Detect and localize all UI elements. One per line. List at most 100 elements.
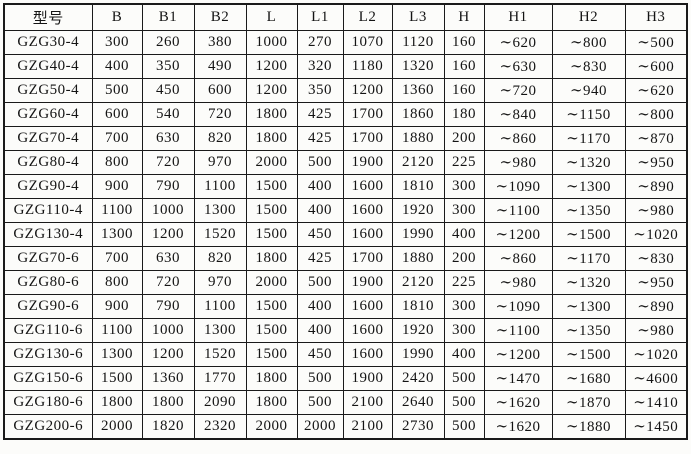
value-cell: 1800 [91, 390, 143, 415]
value-cell: 1800 [141, 390, 195, 415]
value-cell: 2640 [391, 390, 445, 415]
value-cell: 2090 [193, 390, 247, 415]
value-cell: 1100 [91, 318, 143, 343]
table-row: GZG80-4 800 720 970 2000 500 1900 2120 225 ∼980 ∼1… [3, 150, 688, 175]
spec-table: 型号 B B1 B2 L L1 L2 L3 H H1 H2 H3 GZG30-4 300 260 380 10… [3, 3, 688, 440]
value-cell: 160 [443, 78, 485, 103]
value-cell: 270 [296, 30, 344, 55]
model-cell: GZG180-6 [3, 390, 93, 415]
value-cell: 490 [193, 54, 247, 79]
model-cell: GZG110-6 [3, 318, 93, 343]
value-cell: 320 [296, 54, 344, 79]
model-cell: GZG60-4 [3, 102, 93, 127]
value-cell: 2730 [391, 414, 445, 440]
value-cell: 1000 [141, 318, 195, 343]
value-cell: ∼800 [624, 102, 688, 127]
value-cell: 1800 [245, 126, 298, 151]
value-cell: ∼1090 [483, 294, 553, 319]
model-cell: GZG130-6 [3, 342, 93, 367]
value-cell: 1500 [245, 294, 298, 319]
value-cell: 400 [443, 342, 485, 367]
table-row: GZG200-6 2000 1820 2320 2000 2000 2100 2730 500 ∼… [3, 414, 688, 440]
value-cell: 1200 [245, 54, 298, 79]
value-cell: ∼980 [624, 198, 688, 223]
value-cell: 160 [443, 54, 485, 79]
value-cell: ∼600 [624, 54, 688, 79]
table-row: GZG180-6 1800 1800 2090 1800 500 2100 2640 500 ∼1… [3, 390, 688, 415]
value-cell: 1800 [245, 366, 298, 391]
value-cell: 400 [296, 198, 344, 223]
value-cell: 1800 [245, 246, 298, 271]
value-cell: 400 [443, 222, 485, 247]
value-cell: 720 [193, 102, 247, 127]
value-cell: 450 [296, 222, 344, 247]
value-cell: 1200 [141, 342, 195, 367]
value-cell: 300 [443, 294, 485, 319]
value-cell: ∼1410 [624, 390, 688, 415]
value-cell: 1920 [391, 198, 445, 223]
value-cell: ∼1680 [551, 366, 626, 391]
value-cell: 300 [443, 198, 485, 223]
value-cell: 1600 [342, 294, 393, 319]
value-cell: ∼1320 [551, 270, 626, 295]
value-cell: ∼800 [551, 30, 626, 55]
value-cell: 500 [296, 390, 344, 415]
column-header-b2: B2 [193, 3, 247, 31]
model-cell: GZG80-6 [3, 270, 93, 295]
value-cell: 900 [91, 174, 143, 199]
value-cell: 1920 [391, 318, 445, 343]
value-cell: ∼720 [483, 78, 553, 103]
value-cell: ∼1300 [551, 174, 626, 199]
table-row: GZG60-4 600 540 720 1800 425 1700 1860 180 ∼840 ∼1… [3, 102, 688, 127]
value-cell: ∼500 [624, 30, 688, 55]
value-cell: 425 [296, 126, 344, 151]
value-cell: 2320 [193, 414, 247, 440]
value-cell: ∼980 [624, 318, 688, 343]
column-header-h: H [443, 3, 485, 31]
column-header-l: L [245, 3, 298, 31]
value-cell: 1500 [91, 366, 143, 391]
value-cell: 790 [141, 294, 195, 319]
value-cell: 600 [193, 78, 247, 103]
value-cell: 1200 [141, 222, 195, 247]
value-cell: 2120 [391, 270, 445, 295]
model-cell: GZG50-4 [3, 78, 93, 103]
value-cell: ∼890 [624, 294, 688, 319]
value-cell: 425 [296, 102, 344, 127]
model-cell: GZG70-4 [3, 126, 93, 151]
value-cell: ∼1620 [483, 414, 553, 440]
value-cell: ∼860 [483, 126, 553, 151]
value-cell: ∼870 [624, 126, 688, 151]
value-cell: 1900 [342, 150, 393, 175]
spec-table-body: GZG30-4 300 260 380 1000 270 1070 1120 160 ∼620 ∼8… [3, 30, 688, 440]
value-cell: 200 [443, 126, 485, 151]
value-cell: ∼4600 [624, 366, 688, 391]
value-cell: 970 [193, 150, 247, 175]
table-row: GZG110-6 1100 1000 1300 1500 400 1600 1920 300 ∼1… [3, 318, 688, 343]
value-cell: ∼1200 [483, 222, 553, 247]
value-cell: 1520 [193, 222, 247, 247]
value-cell: 630 [141, 246, 195, 271]
value-cell: ∼950 [624, 270, 688, 295]
table-row: GZG80-6 800 720 970 2000 500 1900 2120 225 ∼980 ∼1… [3, 270, 688, 295]
value-cell: 2420 [391, 366, 445, 391]
value-cell: ∼1170 [551, 126, 626, 151]
value-cell: 225 [443, 270, 485, 295]
value-cell: ∼1300 [551, 294, 626, 319]
value-cell: 700 [91, 126, 143, 151]
value-cell: ∼1100 [483, 198, 553, 223]
value-cell: ∼940 [551, 78, 626, 103]
table-row: GZG130-4 1300 1200 1520 1500 450 1600 1990 400 ∼1… [3, 222, 688, 247]
value-cell: 820 [193, 246, 247, 271]
value-cell: 1320 [391, 54, 445, 79]
value-cell: ∼1100 [483, 318, 553, 343]
value-cell: 1500 [245, 174, 298, 199]
value-cell: 700 [91, 246, 143, 271]
value-cell: 1300 [91, 342, 143, 367]
value-cell: 2100 [342, 390, 393, 415]
value-cell: 1800 [245, 390, 298, 415]
value-cell: 1100 [193, 174, 247, 199]
value-cell: 1500 [245, 198, 298, 223]
value-cell: 350 [296, 78, 344, 103]
table-row: GZG110-4 1100 1000 1300 1500 400 1600 1920 300 ∼1… [3, 198, 688, 223]
